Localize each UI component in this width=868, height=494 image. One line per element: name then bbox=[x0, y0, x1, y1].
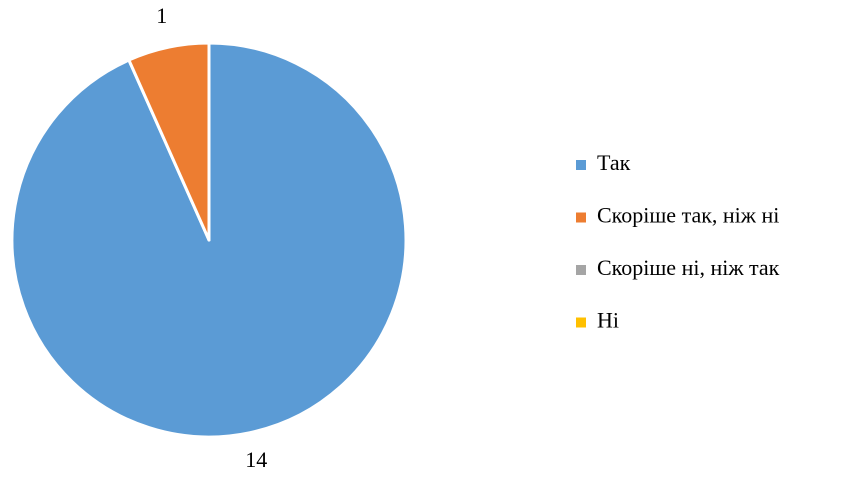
legend-label: Скоріше так, ніж ні bbox=[597, 203, 779, 228]
legend-label: Скоріше ні, ніж так bbox=[597, 255, 780, 280]
legend-marker bbox=[576, 317, 586, 328]
data-label: 14 bbox=[245, 447, 267, 472]
legend-marker bbox=[576, 160, 586, 170]
legend-label: Так bbox=[597, 150, 631, 175]
legend-marker bbox=[576, 212, 586, 223]
legend-marker bbox=[576, 265, 586, 275]
data-label: 1 bbox=[156, 3, 167, 28]
legend-label: Ні bbox=[597, 308, 619, 333]
